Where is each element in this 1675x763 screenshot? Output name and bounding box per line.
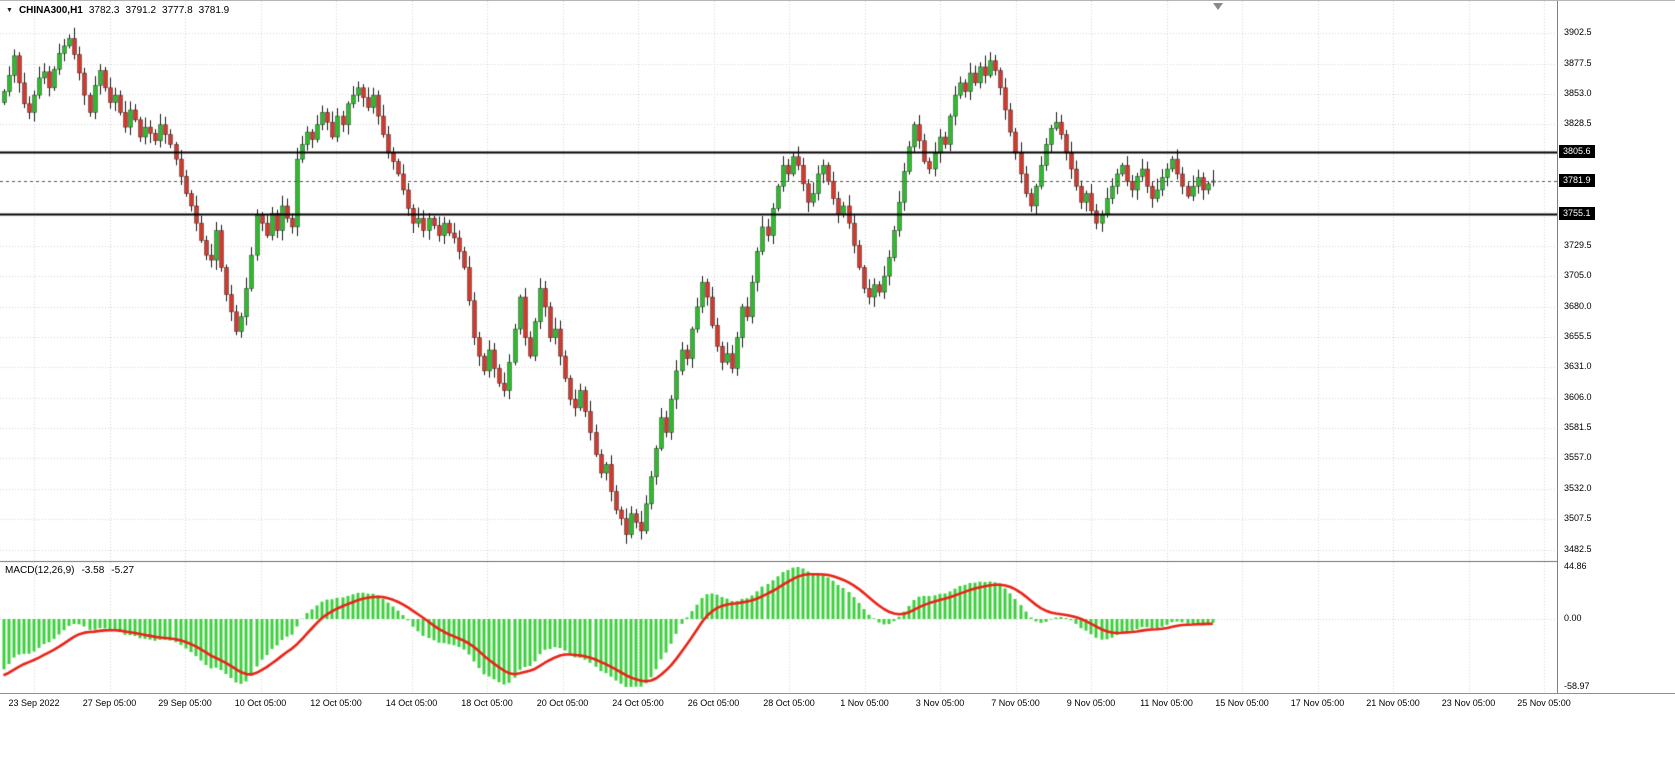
symbol-dropdown-icon[interactable]: ▼ [6, 6, 13, 14]
price-axis[interactable]: 3902.5 3877.5 3853.0 3828.5 3729.5 3705.0 3680… [1557, 1, 1675, 714]
price-axis-label: 3877.5 [1564, 57, 1592, 68]
symbol-title: CHINA300,H1 [18, 5, 83, 16]
chart-shift-marker-icon [1213, 3, 1223, 10]
time-axis-label: 23 Sep 2022 [8, 698, 60, 708]
price-axis-label: 3853.0 [1564, 87, 1592, 98]
price-axis-label: 3828.5 [1564, 118, 1592, 129]
time-axis-label: 24 Oct 05:00 [612, 698, 664, 708]
current-price-tag: 3781.9 [1559, 174, 1595, 188]
time-axis-label: 28 Oct 05:00 [763, 698, 815, 708]
macd-main-value: -3.58 [81, 565, 105, 576]
time-axis-label: 18 Oct 05:00 [461, 698, 513, 708]
ohlc-open-value: 3782.3 [88, 5, 120, 16]
price-axis-label: 3631.0 [1564, 361, 1592, 372]
price-axis-label: 3482.5 [1564, 544, 1592, 554]
time-axis-label: 12 Oct 05:00 [310, 698, 362, 708]
time-axis-label: 3 Nov 05:00 [915, 698, 965, 708]
price-axis-label: 3902.5 [1564, 27, 1592, 37]
time-axis-label: 20 Oct 05:00 [536, 698, 589, 708]
time-axis-label: 29 Sep 05:00 [158, 698, 212, 708]
macd-axis-label: 44.86 [1564, 561, 1587, 571]
level-price-tag: 3755.1 [1559, 207, 1595, 221]
time-axis-label: 7 Nov 05:00 [991, 698, 1040, 708]
macd-axis-label: 0.00 [1564, 613, 1582, 623]
time-axis-label: 10 Oct 05:00 [234, 698, 287, 708]
price-axis-label: 3705.0 [1564, 270, 1592, 281]
time-axis-label: 1 Nov 05:00 [840, 698, 889, 708]
price-axis-label: 3606.0 [1564, 391, 1592, 402]
symbol-readout: ▼ CHINA300,H1 3782.3 3791.2 3777.8 3781.… [6, 5, 229, 16]
ohlc-high-value: 3791.2 [125, 5, 157, 16]
macd-signal-value: -5.27 [111, 565, 135, 576]
price-axis-label: 3507.5 [1564, 513, 1592, 524]
time-axis-label: 9 Nov 05:00 [1066, 698, 1116, 708]
macd-readout: MACD(12,26,9) -3.58 -5.27 [5, 565, 134, 576]
level-price-tag: 3805.6 [1559, 145, 1595, 159]
time-axis-label: 11 Nov 05:00 [1140, 698, 1193, 708]
candlestick-chart-canvas[interactable] [0, 1, 1557, 693]
price-axis-label: 3557.0 [1564, 452, 1592, 463]
time-axis-label: 23 Nov 05:00 [1441, 698, 1496, 708]
macd-indicator-label: MACD(12,26,9) [5, 565, 75, 576]
time-axis-label: 25 Nov 05:00 [1517, 698, 1571, 708]
time-axis-label: 17 Nov 05:00 [1290, 698, 1345, 708]
time-axis-label: 27 Sep 05:00 [82, 698, 137, 708]
macd-pane-separator [0, 561, 1675, 562]
price-axis-label: 3655.5 [1564, 331, 1592, 342]
time-axis-label: 15 Nov 05:00 [1215, 698, 1269, 708]
ohlc-low-value: 3777.8 [162, 5, 193, 16]
time-axis[interactable]: 23 Sep 2022 27 Sep 05:00 29 Sep 05:00 10 Oc… [0, 693, 1675, 763]
time-axis-label: 26 Oct 05:00 [687, 698, 740, 708]
time-axis-label: 14 Oct 05:00 [385, 698, 438, 708]
price-axis-label: 3729.5 [1564, 239, 1592, 250]
price-axis-label: 3532.0 [1564, 483, 1592, 494]
price-axis-label: 3581.5 [1564, 422, 1592, 433]
time-axis-label: 21 Nov 05:00 [1366, 698, 1420, 708]
price-axis-label: 3680.0 [1564, 300, 1592, 311]
macd-axis-label: -58.97 [1564, 681, 1590, 691]
ohlc-close-value: 3781.9 [198, 5, 230, 16]
